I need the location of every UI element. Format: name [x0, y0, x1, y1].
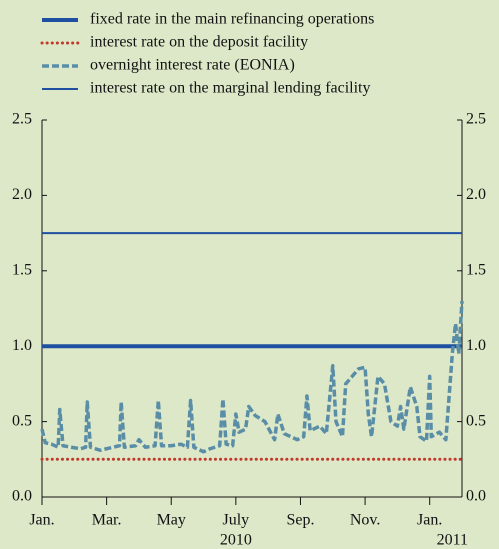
x-tick-label: May	[157, 512, 186, 529]
x-tick-label: Jan.	[417, 512, 442, 529]
y-tick-label-right: 0.0	[466, 488, 486, 505]
series-line	[40, 300, 464, 454]
y-tick-label: 2.0	[12, 186, 32, 203]
x-tick-label: Nov.	[350, 512, 381, 529]
legend-label: fixed rate in the main refinancing opera…	[90, 11, 374, 28]
y-tick-label: 1.5	[12, 261, 32, 278]
y-tick-label: 1.0	[12, 337, 32, 354]
y-tick-label-right: 2.5	[466, 111, 486, 128]
legend-label: overnight interest rate (EONIA)	[90, 57, 295, 74]
year-label: 2011	[437, 532, 468, 549]
y-tick-label-right: 1.0	[466, 337, 486, 354]
y-tick-label: 2.5	[12, 111, 32, 128]
legend-label: interest rate on the deposit facility	[90, 34, 308, 51]
legend-label: interest rate on the marginal lending fa…	[90, 80, 371, 97]
y-tick-label: 0.0	[12, 488, 32, 505]
x-tick-label: Sep.	[286, 512, 314, 529]
y-tick-label-right: 1.5	[466, 261, 486, 278]
y-tick-label-right: 0.5	[466, 412, 486, 429]
y-tick-label: 0.5	[12, 412, 32, 429]
x-tick-label: July	[223, 512, 250, 529]
x-tick-label: Jan.	[29, 512, 54, 529]
x-tick-label: Mar.	[92, 512, 122, 529]
year-label: 2010	[220, 532, 252, 549]
y-tick-label-right: 2.0	[466, 186, 486, 203]
